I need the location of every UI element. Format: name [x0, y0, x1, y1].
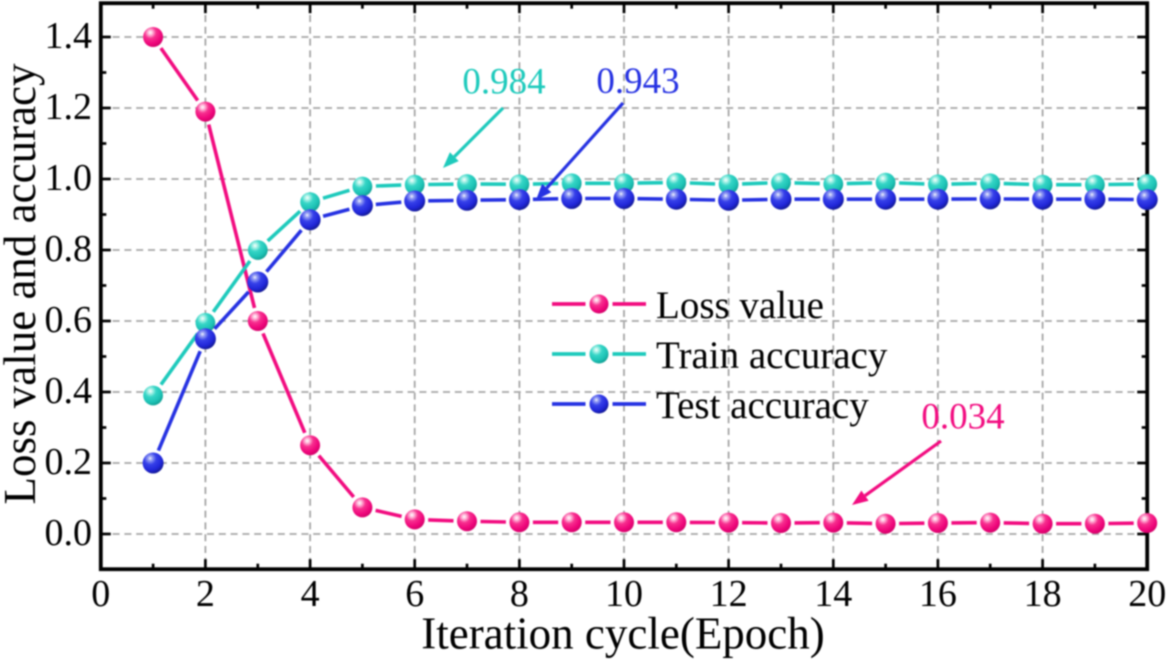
- svg-text:16: 16: [919, 573, 957, 615]
- svg-text:0.2: 0.2: [45, 441, 93, 483]
- svg-text:1.2: 1.2: [45, 86, 93, 128]
- svg-text:1.0: 1.0: [45, 157, 93, 199]
- svg-text:Test accuracy: Test accuracy: [656, 384, 869, 427]
- svg-text:Train accuracy: Train accuracy: [656, 334, 888, 377]
- svg-text:0.4: 0.4: [45, 370, 93, 412]
- svg-text:0.8: 0.8: [45, 228, 93, 270]
- svg-text:18: 18: [1024, 573, 1062, 615]
- svg-text:2: 2: [196, 573, 215, 615]
- svg-text:0.0: 0.0: [45, 512, 93, 554]
- svg-text:1.4: 1.4: [45, 15, 93, 57]
- svg-text:0.943: 0.943: [596, 61, 679, 102]
- svg-text:4: 4: [301, 573, 320, 615]
- svg-text:0.6: 0.6: [45, 299, 93, 341]
- svg-text:Loss value and accuracy: Loss value and accuracy: [0, 63, 45, 505]
- svg-text:0: 0: [91, 573, 110, 615]
- svg-text:Loss value: Loss value: [656, 284, 824, 327]
- svg-text:0.034: 0.034: [921, 397, 1004, 438]
- svg-text:20: 20: [1128, 573, 1166, 615]
- svg-text:0.984: 0.984: [462, 62, 545, 103]
- svg-text:Iteration cycle(Epoch): Iteration cycle(Epoch): [421, 609, 825, 659]
